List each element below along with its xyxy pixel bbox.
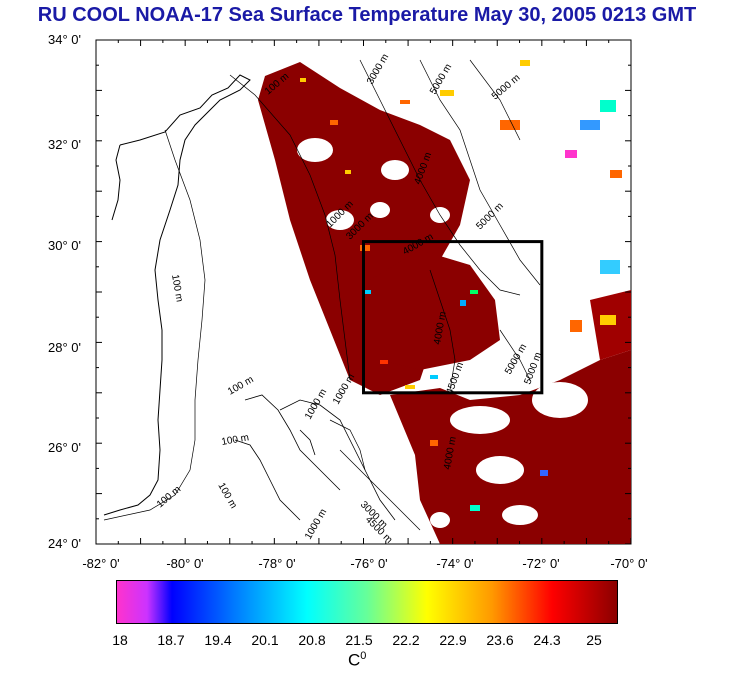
colorbar-tick-label: 18 (112, 632, 128, 648)
study-area-box (362, 240, 544, 395)
lat-label: 32° 0' (48, 137, 81, 152)
colorbar (116, 580, 618, 624)
florida-100m-contour (103, 129, 206, 521)
colorbar-tick-label: 19.4 (204, 632, 232, 648)
cloud-gap (476, 456, 524, 484)
lon-label: -76° 0' (350, 556, 388, 571)
lat-label: 28° 0' (48, 340, 81, 355)
cloud-gap (450, 406, 510, 434)
colorbar-tick-label: 25 (586, 632, 602, 648)
contour-label: 100 m (169, 274, 185, 303)
sst-color-patches (300, 60, 622, 511)
cloud-gap (326, 210, 354, 230)
contour-label: 100 m (221, 432, 250, 448)
cloud-gap (532, 382, 588, 418)
lon-label: -82° 0' (82, 556, 120, 571)
colorbar-tick-label: 23.6 (486, 632, 514, 648)
colorbar-tick-label: 20.8 (298, 632, 326, 648)
lon-label: -70° 0' (610, 556, 648, 571)
florida-coastline (103, 74, 251, 516)
bahamas-islands (234, 394, 396, 521)
lat-label: 30° 0' (48, 238, 81, 253)
lon-label: -74° 0' (436, 556, 474, 571)
colorbar-tick-label: 18.7 (157, 632, 185, 648)
colorbar-tick-label: 22.9 (439, 632, 467, 648)
sst-warm-region-box (370, 250, 500, 370)
colorbar-tick-label: 22.2 (392, 632, 420, 648)
unit-superscript: 0 (360, 650, 367, 662)
lon-label: -80° 0' (166, 556, 204, 571)
axis-ticks (95, 39, 632, 545)
cloud-gap (297, 138, 333, 162)
colorbar-tick-label: 21.5 (345, 632, 373, 648)
unit-letter: C (348, 650, 361, 670)
cloud-gap (502, 505, 538, 525)
colorbar-tick-label: 20.1 (251, 632, 279, 648)
lat-label: 34° 0' (48, 32, 81, 47)
cloud-gap (381, 160, 409, 180)
colorbar-unit: C0 (348, 650, 366, 671)
lon-label: -78° 0' (258, 556, 296, 571)
lat-label: 24° 0' (48, 536, 81, 551)
bathymetry-contours (229, 59, 541, 531)
lon-label: -72° 0' (522, 556, 560, 571)
map-title: RU COOL NOAA-17 Sea Surface Temperature … (37, 4, 697, 26)
cloud-gap (430, 512, 450, 528)
cloud-gap (370, 202, 390, 218)
lat-label: 26° 0' (48, 440, 81, 455)
colorbar-tick-label: 24.3 (533, 632, 561, 648)
